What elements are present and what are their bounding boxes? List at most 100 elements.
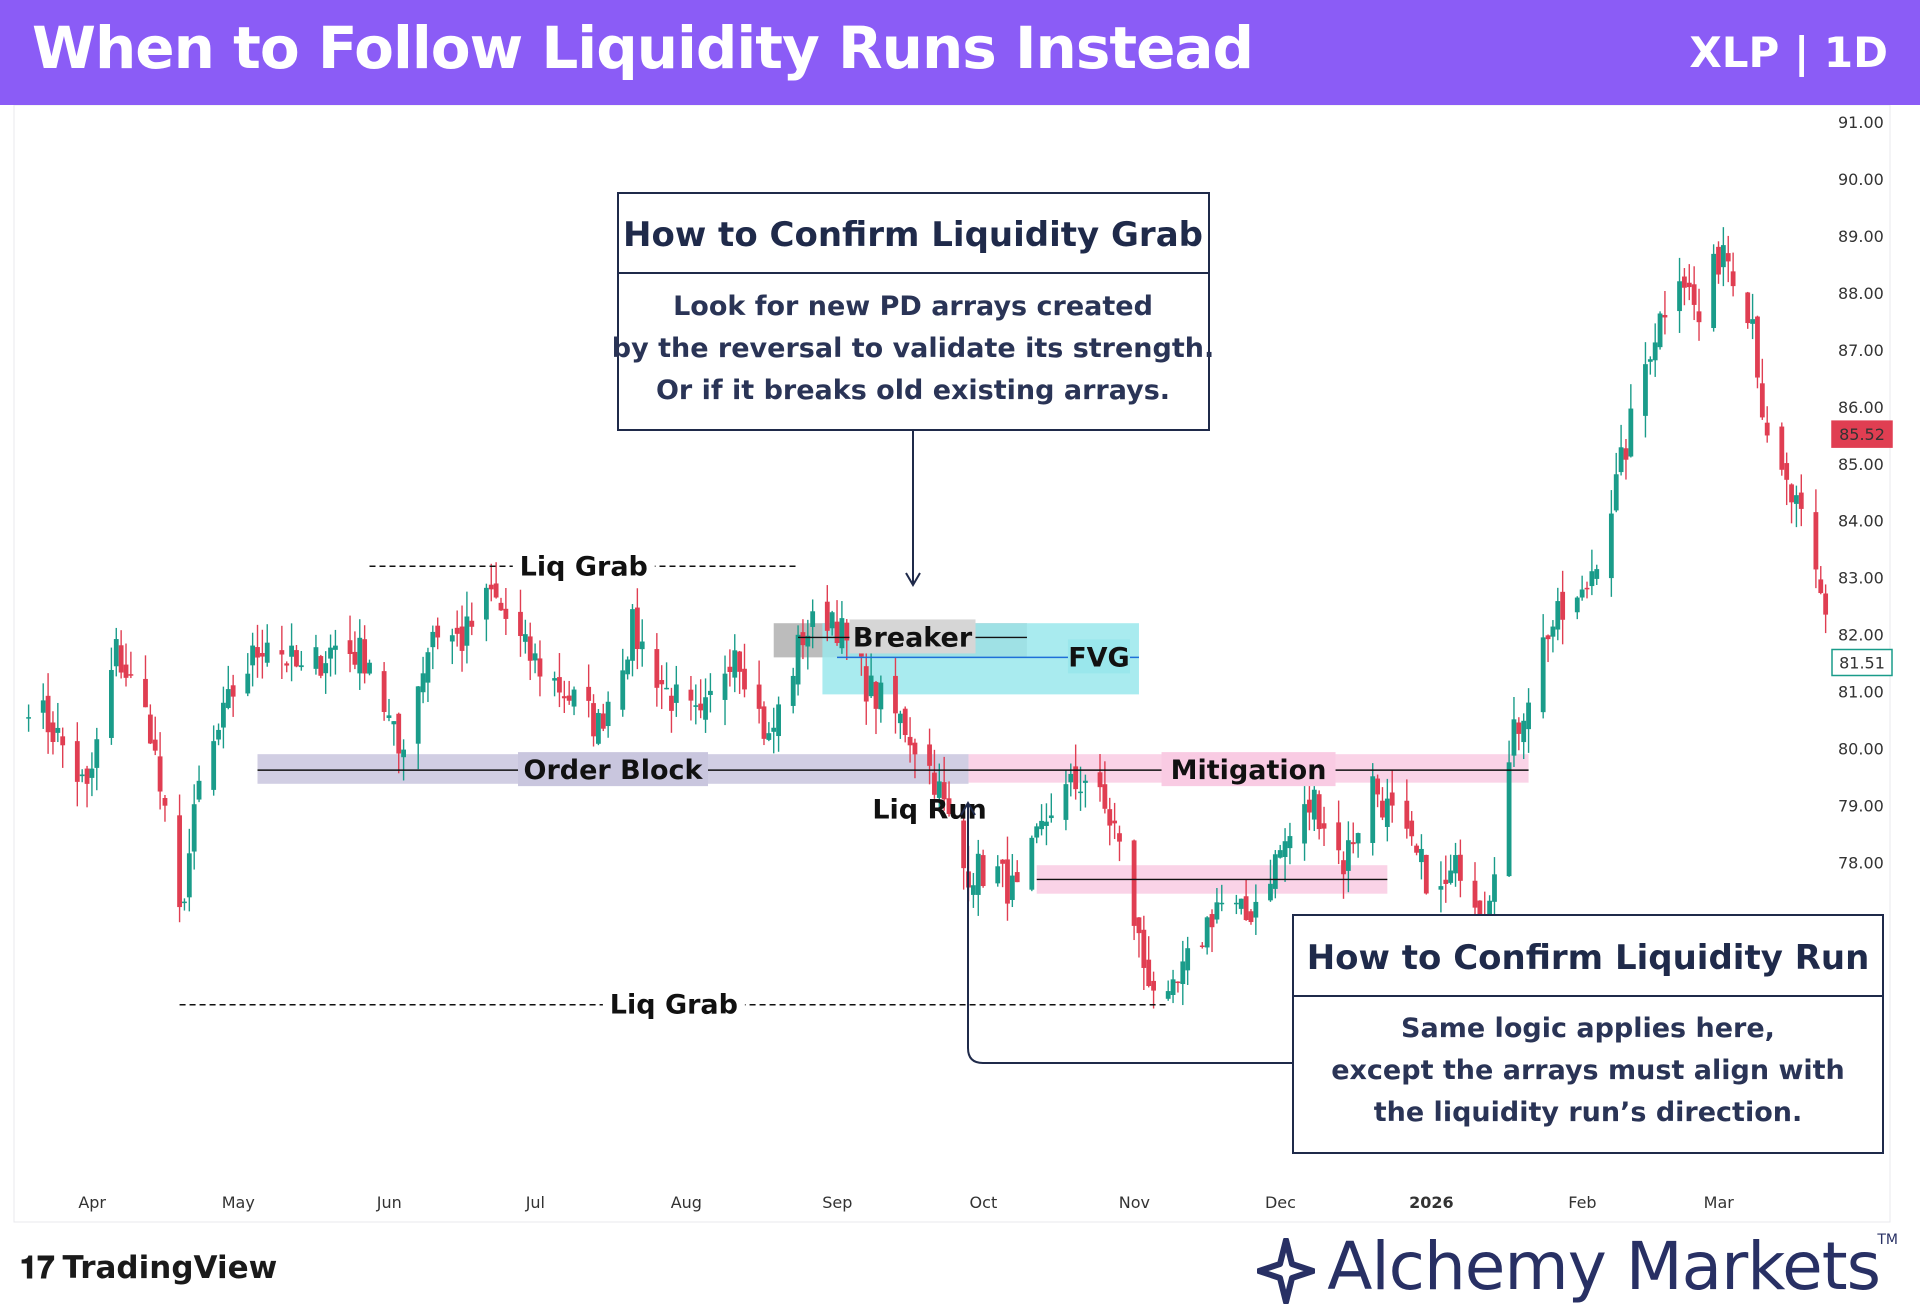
candle-body <box>586 686 592 701</box>
candle-body <box>1097 772 1103 788</box>
annotation-label-bg <box>602 986 745 1021</box>
candle-body <box>824 601 830 631</box>
candle-body <box>1555 601 1561 630</box>
candle-body <box>259 653 265 657</box>
price-tick-label: 79.00 <box>1838 796 1884 815</box>
company-label: Alchemy Markets <box>1327 1228 1881 1305</box>
candle-body <box>1647 359 1653 362</box>
candle-body <box>230 685 236 697</box>
candle-body <box>1345 840 1351 871</box>
candle-body <box>1448 870 1454 883</box>
candle-body <box>1014 872 1020 883</box>
annotation-label-bg <box>849 619 976 654</box>
candle-body <box>1029 837 1035 890</box>
annotation-mitigation: Mitigation <box>1171 755 1327 786</box>
candle-body <box>566 695 572 701</box>
candle-body <box>912 742 918 755</box>
time-tick-label: Jun <box>376 1193 402 1212</box>
candle-body <box>498 602 504 611</box>
time-tick-label: Dec <box>1265 1193 1296 1212</box>
candle-body <box>863 666 869 702</box>
candle-body <box>1287 836 1293 849</box>
candle-body <box>357 637 363 674</box>
candle-body <box>1438 886 1444 890</box>
candle-body <box>810 611 816 627</box>
candle-body <box>834 621 840 644</box>
candle-body <box>435 625 441 638</box>
candle-body <box>1321 823 1327 829</box>
callout-grab-arrowhead <box>905 572 921 587</box>
candle-body <box>1005 859 1010 904</box>
candle-body <box>454 627 460 634</box>
candle-body <box>157 756 163 792</box>
candle-body <box>1414 845 1419 853</box>
candle-body <box>995 866 1001 884</box>
candle-body <box>1720 245 1726 268</box>
candle-body <box>771 727 777 732</box>
candle-body <box>1083 780 1088 783</box>
candle-body <box>664 687 669 690</box>
candle-body <box>732 650 738 678</box>
candle-body <box>839 618 845 649</box>
candle-body <box>1652 342 1658 361</box>
candle-body <box>1272 854 1278 889</box>
callout-grab-title: How to Confirm Liquidity Grab <box>623 215 1203 255</box>
candle-body <box>221 702 226 728</box>
candle-body <box>522 634 528 642</box>
candle-body <box>703 697 708 720</box>
candle-body <box>1131 840 1137 926</box>
candle-body <box>74 741 80 782</box>
candle-body <box>211 741 217 790</box>
candle-body <box>1443 879 1449 884</box>
candle-body <box>1560 591 1566 620</box>
candle-body <box>673 684 679 703</box>
candle-body <box>659 680 665 685</box>
candle-body <box>795 634 801 685</box>
candle-body <box>94 739 100 768</box>
candle-body <box>493 583 499 598</box>
candle-body <box>1350 842 1356 845</box>
candle-body <box>766 733 772 740</box>
callout-run-line: the liquidity run’s direction. <box>1374 1097 1803 1128</box>
candle-body <box>907 736 913 746</box>
header-bar: When to Follow Liquidity Runs Instead XL… <box>0 0 1920 105</box>
candle-body <box>1107 809 1113 826</box>
candle-body <box>1204 917 1210 948</box>
candle-body <box>1579 589 1585 598</box>
candle-body <box>1253 901 1259 918</box>
candle-body <box>333 645 338 650</box>
candle-body <box>634 607 640 650</box>
price-tick-label: 80.00 <box>1838 739 1884 758</box>
company-brand: Alchemy Markets <box>1256 1228 1881 1305</box>
candle-body <box>1336 822 1342 851</box>
candle-body <box>1112 820 1118 824</box>
price-marker-bg <box>1831 648 1893 677</box>
candle-body <box>727 666 733 673</box>
candle-body <box>469 620 475 627</box>
candle-body <box>596 712 601 744</box>
candle-body <box>761 706 767 739</box>
candle-body <box>1219 902 1225 905</box>
candle-body <box>186 853 192 898</box>
candle-body <box>147 714 153 744</box>
price-tick-label: 87.00 <box>1838 341 1884 360</box>
price-tick-label: 86.00 <box>1838 398 1884 417</box>
candle-body <box>961 820 967 869</box>
candle-body <box>946 798 952 814</box>
candle-body <box>255 647 260 658</box>
candle-body <box>669 695 674 711</box>
candle-body <box>932 772 937 795</box>
candle-body <box>868 675 874 697</box>
candle-body <box>1550 626 1556 637</box>
candle-body <box>1175 981 1181 984</box>
candle-body <box>737 651 743 672</box>
price-tick-label: 91.00 <box>1838 113 1884 132</box>
candle-body <box>1457 854 1463 881</box>
candle-body <box>298 665 304 668</box>
candle-body <box>264 642 270 663</box>
candle-body <box>1657 313 1663 348</box>
candle-body <box>40 700 46 713</box>
candle-body <box>1044 821 1049 826</box>
annotations-layer: Liq Grab Breaker FVG Order Block Mitigation L… <box>179 548 1529 1021</box>
candle-body <box>722 673 728 700</box>
